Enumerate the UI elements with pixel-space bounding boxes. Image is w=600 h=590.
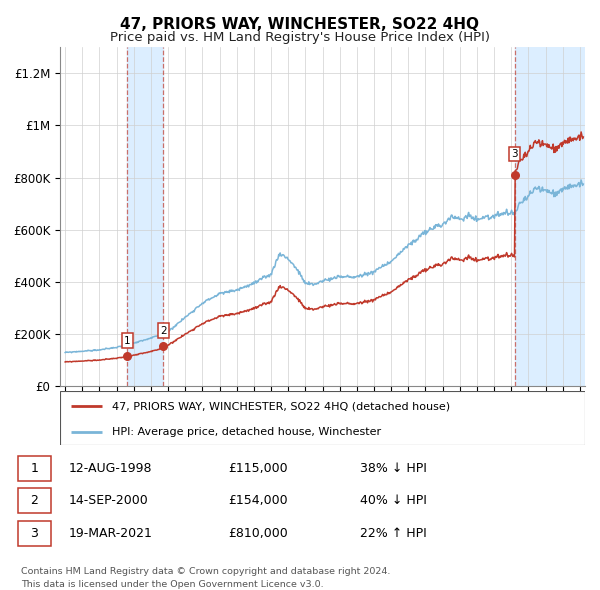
Point [122,352,132,361]
Text: This data is licensed under the Open Government Licence v3.0.: This data is licensed under the Open Gov… [21,580,323,589]
Text: 47, PRIORS WAY, WINCHESTER, SO22 4HQ: 47, PRIORS WAY, WINCHESTER, SO22 4HQ [121,17,479,32]
Text: 1: 1 [124,336,131,346]
Text: 3: 3 [512,149,518,159]
Text: £154,000: £154,000 [228,494,287,507]
Text: 1: 1 [31,462,38,475]
Text: Price paid vs. HM Land Registry's House Price Index (HPI): Price paid vs. HM Land Registry's House … [110,31,490,44]
Bar [515,47,585,386]
Text: £115,000: £115,000 [228,462,287,475]
Text: 2: 2 [31,494,38,507]
Text: £810,000: £810,000 [228,527,288,540]
Text: 38% ↓ HPI: 38% ↓ HPI [360,462,427,475]
Text: 22% ↑ HPI: 22% ↑ HPI [360,527,427,540]
Text: HPI: Average price, detached house, Winchester: HPI: Average price, detached house, Winc… [113,427,382,437]
FancyBboxPatch shape [60,391,585,445]
Text: 3: 3 [31,527,38,540]
Text: 47, PRIORS WAY, WINCHESTER, SO22 4HQ (detached house): 47, PRIORS WAY, WINCHESTER, SO22 4HQ (de… [113,401,451,411]
Text: 12-AUG-1998: 12-AUG-1998 [69,462,152,475]
Text: Contains HM Land Registry data © Crown copyright and database right 2024.: Contains HM Land Registry data © Crown c… [21,567,391,576]
Text: 14-SEP-2000: 14-SEP-2000 [69,494,149,507]
FancyBboxPatch shape [18,521,51,546]
FancyBboxPatch shape [18,456,51,481]
Text: 40% ↓ HPI: 40% ↓ HPI [360,494,427,507]
Point [510,171,520,180]
FancyBboxPatch shape [18,489,51,513]
Point [158,342,168,351]
Text: 2: 2 [160,326,166,336]
Bar [127,47,163,386]
Text: 19-MAR-2021: 19-MAR-2021 [69,527,153,540]
